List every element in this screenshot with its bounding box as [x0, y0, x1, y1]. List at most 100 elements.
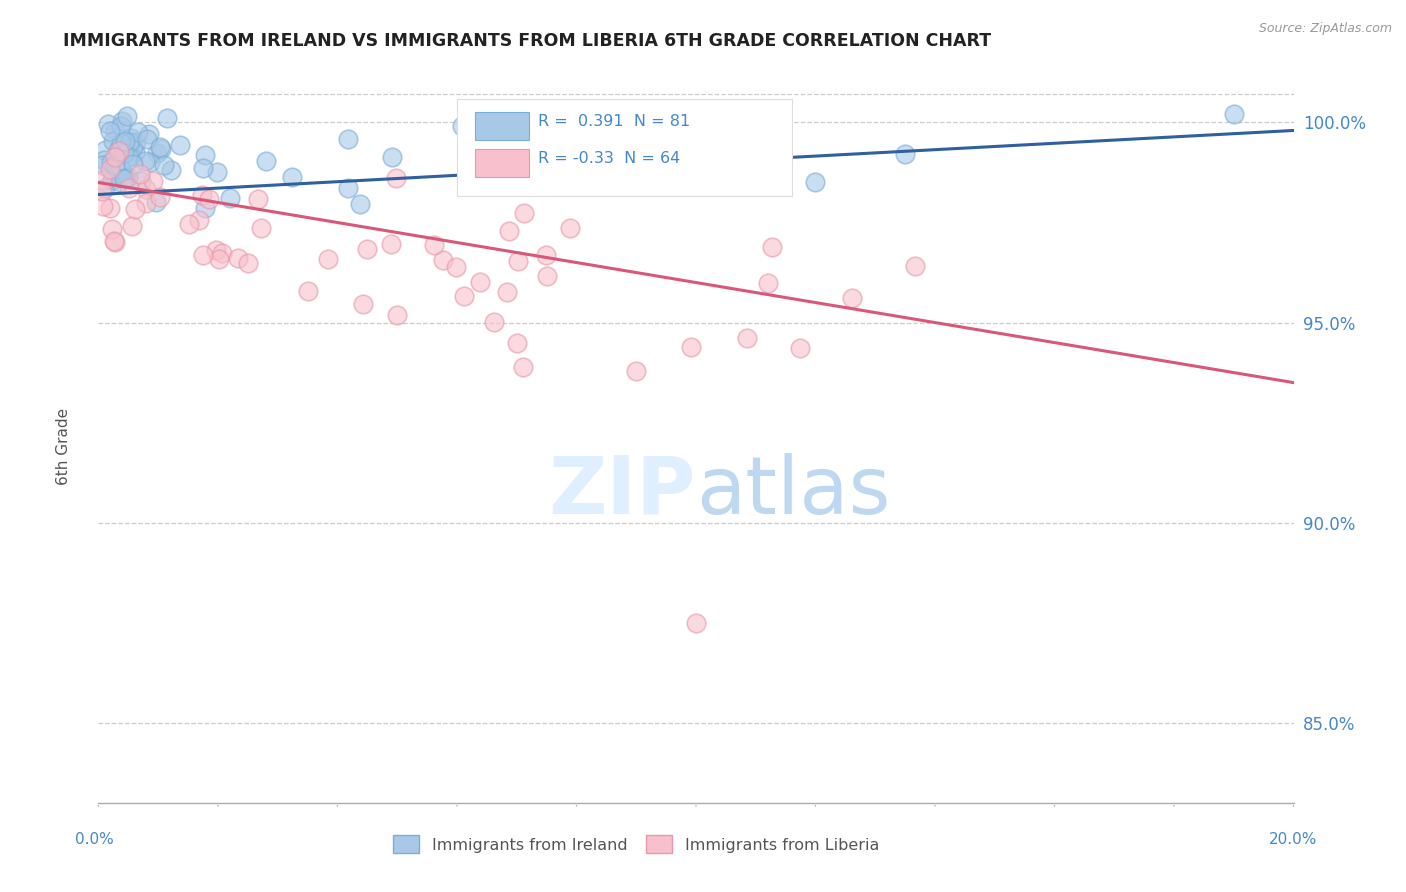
Text: ZIP: ZIP [548, 453, 696, 531]
Point [148, 190, 170, 204]
Point [188, 212, 211, 227]
Point [624, 135, 647, 149]
Point [593, 149, 616, 163]
Point [110, 136, 132, 151]
Point [128, 167, 150, 181]
Point [536, 269, 558, 284]
Point [647, 133, 669, 147]
Point [104, 158, 127, 172]
Point [124, 202, 146, 217]
Point [104, 235, 127, 249]
Point [114, 171, 136, 186]
Point [117, 109, 139, 123]
Point [117, 169, 139, 184]
Point [381, 150, 404, 164]
Point [789, 341, 811, 355]
Point [94, 143, 117, 157]
Point [160, 162, 183, 177]
Point [117, 136, 139, 150]
Point [193, 161, 215, 175]
Point [135, 182, 157, 196]
Point [226, 251, 249, 265]
Point [468, 275, 491, 289]
Point [513, 206, 536, 220]
Point [567, 161, 589, 175]
Point [136, 131, 159, 145]
Point [124, 135, 146, 149]
Point [134, 154, 156, 169]
Point [489, 169, 512, 183]
Point [103, 235, 125, 249]
Point [120, 149, 142, 163]
Point [482, 315, 505, 329]
Point [101, 134, 124, 148]
Point [169, 138, 191, 153]
Point [600, 160, 623, 174]
Point [114, 134, 136, 148]
Point [98, 124, 121, 138]
Point [100, 155, 122, 169]
Point [281, 170, 304, 185]
Point [135, 196, 157, 211]
Point [804, 176, 827, 190]
Point [191, 247, 214, 261]
Point [98, 161, 121, 176]
Point [96, 117, 118, 131]
Point [122, 157, 145, 171]
Point [605, 178, 627, 193]
Point [100, 173, 122, 187]
Point [194, 202, 217, 216]
Point [191, 187, 214, 202]
Point [108, 175, 131, 189]
Point [155, 111, 177, 125]
Point [124, 145, 146, 159]
Point [685, 615, 707, 630]
Point [129, 174, 152, 188]
Point [675, 110, 697, 124]
Bar [475, 149, 529, 178]
Point [451, 119, 474, 133]
Point [385, 308, 409, 322]
Point [620, 148, 643, 162]
Point [356, 242, 378, 256]
Text: R =  0.391  N = 81: R = 0.391 N = 81 [538, 114, 690, 129]
Point [104, 150, 127, 164]
Point [385, 171, 408, 186]
Point [422, 238, 444, 252]
Point [626, 363, 648, 377]
Point [205, 243, 228, 257]
Point [139, 155, 162, 169]
Point [254, 154, 277, 169]
Point [194, 148, 217, 162]
Point [142, 173, 165, 187]
Point [1223, 107, 1246, 121]
Point [105, 170, 128, 185]
Point [148, 140, 170, 154]
Text: R = -0.33  N = 64: R = -0.33 N = 64 [538, 151, 681, 166]
Bar [475, 112, 529, 140]
Point [150, 142, 173, 156]
Text: 20.0%: 20.0% [1270, 832, 1317, 847]
Point [111, 114, 134, 128]
Point [316, 252, 339, 266]
Point [841, 292, 863, 306]
Point [297, 284, 319, 298]
Point [115, 144, 138, 158]
Point [246, 192, 269, 206]
Point [114, 171, 136, 186]
Point [208, 252, 231, 267]
Point [352, 297, 374, 311]
Point [127, 125, 149, 139]
Point [118, 181, 141, 195]
Point [544, 178, 567, 192]
Text: 0.0%: 0.0% [75, 832, 114, 847]
Point [110, 162, 132, 177]
Point [118, 150, 141, 164]
Point [112, 146, 135, 161]
Text: IMMIGRANTS FROM IRELAND VS IMMIGRANTS FROM LIBERIA 6TH GRADE CORRELATION CHART: IMMIGRANTS FROM IRELAND VS IMMIGRANTS FR… [63, 32, 991, 50]
Text: atlas: atlas [696, 453, 890, 531]
Point [534, 248, 557, 262]
Point [498, 224, 520, 238]
Text: 6th Grade: 6th Grade [56, 408, 70, 484]
Point [120, 131, 142, 145]
